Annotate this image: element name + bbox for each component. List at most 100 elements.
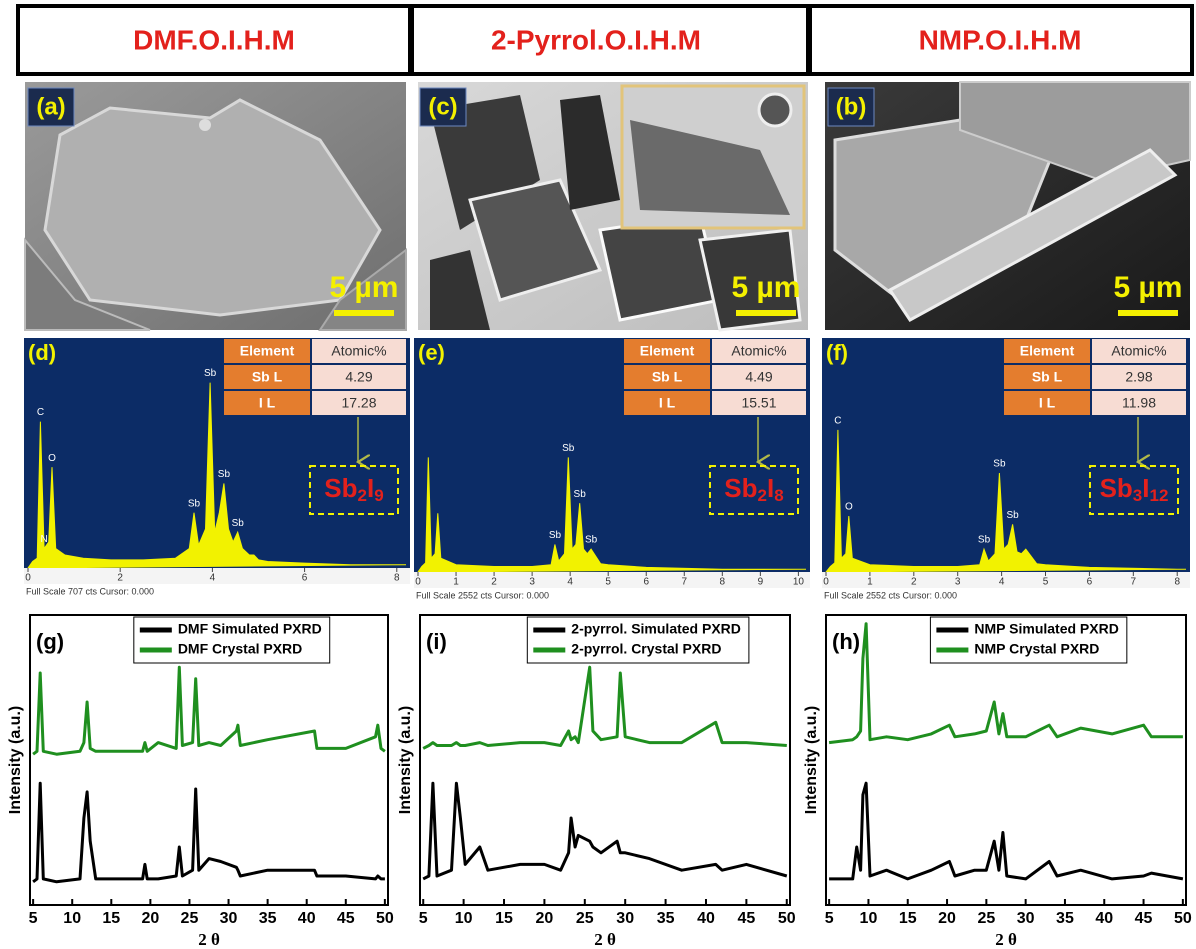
- header-title: 2-Pyrrol.O.I.H.M: [491, 24, 701, 55]
- formula-part: 2: [358, 486, 367, 505]
- footer: Full Scale 707 cts Cursor: 0.000: [26, 586, 154, 596]
- x-axis-label: 2 θ: [995, 930, 1017, 949]
- x-tick-label: 35: [1056, 910, 1074, 927]
- peak-label: Sb: [204, 368, 217, 379]
- x-tick-label: 20: [141, 910, 159, 927]
- panel-label: (f): [826, 340, 848, 365]
- table-text: Sb L: [1032, 369, 1063, 385]
- formula-part: I: [367, 473, 374, 503]
- legend-label: 2-pyrrol. Crystal PXRD: [571, 641, 721, 657]
- legend-label: 2-pyrrol. Simulated PXRD: [571, 621, 741, 637]
- x-tick-label: 15: [102, 910, 120, 927]
- table-text: I L: [1039, 395, 1056, 411]
- peak-label: N: [41, 534, 48, 545]
- table-text: Element: [1020, 343, 1075, 359]
- x-tick-label: 50: [1174, 910, 1192, 927]
- x-tick-label: 45: [337, 910, 355, 927]
- peak-label: Sb: [978, 535, 991, 546]
- x-axis-label: 2 θ: [594, 930, 616, 949]
- x-tick-label: 9: [758, 577, 764, 588]
- eds-panel: CNOSbSbSbSb02468Full Scale 707 cts Curso…: [24, 338, 410, 596]
- peak-label: Sb: [1006, 510, 1019, 521]
- table-text: 4.49: [745, 369, 772, 385]
- footer: Full Scale 2552 cts Cursor: 0.000: [824, 590, 957, 600]
- x-tick-label: 2: [911, 577, 917, 588]
- legend-label: DMF Crystal PXRD: [178, 641, 302, 657]
- table-text: 15.51: [741, 395, 776, 411]
- peak-label: Sb: [993, 459, 1006, 470]
- panel-label: (i): [426, 629, 447, 654]
- x-tick-label: 1: [453, 577, 459, 588]
- x-tick-label: 2: [117, 573, 123, 584]
- y-axis-label: Intensity (a.u.): [397, 706, 414, 814]
- scale-label: 5 µm: [732, 271, 801, 304]
- x-tick-label: 4: [999, 577, 1005, 588]
- x-tick-label: 6: [1087, 577, 1093, 588]
- peak-label: Sb: [188, 498, 201, 509]
- x-tick-label: 25: [977, 910, 995, 927]
- panel-label: (a): [36, 93, 65, 120]
- peak-label: Sb: [574, 489, 587, 500]
- x-tick-label: 5: [419, 910, 428, 927]
- formula-part: Sb: [724, 473, 757, 503]
- panel-label: (d): [28, 340, 56, 365]
- x-tick-label: 25: [181, 910, 199, 927]
- legend: NMP Simulated PXRD NMP Crystal PXRD: [930, 617, 1126, 663]
- peak-label: O: [48, 453, 56, 464]
- legend-label: NMP Crystal PXRD: [974, 641, 1099, 657]
- x-tick-label: 10: [63, 910, 81, 927]
- formula-part: I: [1142, 473, 1149, 503]
- peak-label: Sb: [232, 518, 245, 529]
- peak-label: Sb: [562, 443, 575, 454]
- table-text: Atomic%: [331, 343, 386, 359]
- x-tick-label: 0: [823, 577, 829, 588]
- x-tick-label: 4: [567, 577, 573, 588]
- x-tick-label: 30: [220, 910, 238, 927]
- x-tick-label: 35: [657, 910, 675, 927]
- x-axis-label: 2 θ: [198, 930, 220, 949]
- x-tick-label: 45: [737, 910, 755, 927]
- legend: DMF Simulated PXRDDMF Crystal PXRD: [134, 617, 330, 663]
- peak-label: Sb: [218, 469, 231, 480]
- x-tick-label: 5: [29, 910, 38, 927]
- formula-part: 12: [1150, 486, 1169, 505]
- table-text: Element: [640, 343, 695, 359]
- table-text: I L: [259, 395, 276, 411]
- table-text: Sb L: [652, 369, 683, 385]
- panel-label: (c): [428, 93, 457, 120]
- x-tick-label: 15: [495, 910, 513, 927]
- x-tick-label: 5: [605, 577, 611, 588]
- x-tick-label: 8: [394, 573, 400, 584]
- table-text: 4.29: [345, 369, 372, 385]
- x-tick-label: 10: [455, 910, 473, 927]
- header-row: DMF.O.I.H.M 2-Pyrrol.O.I.H.M NMP.O.I.H.M: [18, 6, 1192, 74]
- x-tick-label: 7: [681, 577, 687, 588]
- x-tick-label: 4: [210, 573, 216, 584]
- x-tick-label: 50: [376, 910, 394, 927]
- x-tick-label: 40: [1095, 910, 1113, 927]
- formula-part: 2: [758, 486, 767, 505]
- x-tick-label: 40: [298, 910, 316, 927]
- eds-panel: SbSbSbSb012345678910Full Scale 2552 cts …: [414, 338, 810, 600]
- x-tick-label: 7: [1131, 577, 1137, 588]
- table-text: Element: [240, 343, 295, 359]
- formula-part: 9: [374, 486, 383, 505]
- formula-part: Sb: [324, 473, 357, 503]
- x-tick-label: 8: [720, 577, 726, 588]
- x-tick-label: 20: [938, 910, 956, 927]
- x-tick-label: 6: [302, 573, 308, 584]
- peak-label: C: [834, 416, 841, 427]
- x-tick-label: 30: [1017, 910, 1035, 927]
- formula-part: 8: [774, 486, 783, 505]
- x-tick-label: 50: [778, 910, 796, 927]
- x-tick-label: 5: [1043, 577, 1049, 588]
- header-title: NMP.O.I.H.M: [919, 24, 1082, 55]
- x-tick-label: 20: [536, 910, 554, 927]
- panel-label: (b): [836, 93, 867, 120]
- x-tick-label: 5: [825, 910, 834, 927]
- panel-label: (e): [418, 340, 445, 365]
- axis-strip: [24, 568, 410, 584]
- legend-label: NMP Simulated PXRD: [974, 621, 1118, 637]
